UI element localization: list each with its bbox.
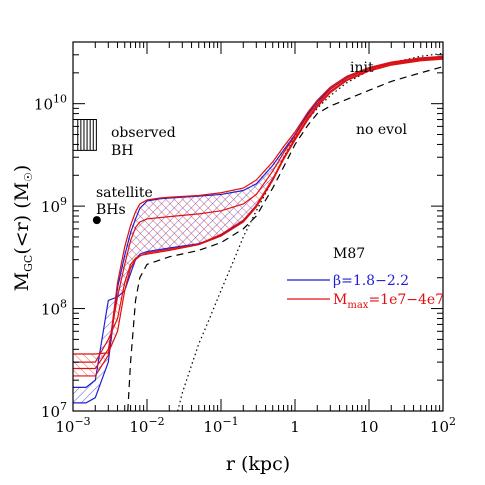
axis-ticks bbox=[72, 41, 443, 412]
y-tick-label: 107 bbox=[41, 400, 67, 421]
x-tick-label: 10−2 bbox=[129, 415, 164, 436]
series-line-4 bbox=[73, 55, 443, 377]
x-axis-title: r (kpc) bbox=[226, 453, 290, 475]
band-mmax bbox=[73, 56, 443, 376]
legend: M87 β=1.8−2.2 Mmax=1e7−4e7 bbox=[287, 246, 444, 311]
legend-label-beta: β=1.8−2.2 bbox=[333, 273, 409, 289]
legend-label-mmax: Mmax=1e7−4e7 bbox=[333, 292, 444, 311]
plot-frame bbox=[72, 41, 444, 412]
hatched-bands bbox=[73, 56, 443, 403]
series-line-2 bbox=[73, 56, 443, 404]
annotation-init: init bbox=[350, 60, 374, 76]
y-tick-label: 108 bbox=[41, 298, 67, 319]
x-tick-label: 10−3 bbox=[55, 415, 90, 436]
series-line-3 bbox=[73, 58, 443, 388]
satellite-bh-point bbox=[92, 216, 101, 225]
annotation-no-evol: no evol bbox=[356, 122, 408, 138]
series-line-6 bbox=[73, 58, 443, 363]
y-tick-label: 1010 bbox=[34, 93, 67, 114]
band-beta bbox=[73, 57, 443, 403]
curves bbox=[73, 52, 443, 411]
y-tick-label: 109 bbox=[41, 195, 67, 216]
annotation-observed: observed bbox=[111, 125, 176, 141]
x-tick-label: 1 bbox=[290, 418, 300, 436]
x-tick-label: 10 bbox=[359, 418, 378, 436]
legend-title: M87 bbox=[333, 246, 365, 262]
observed-bh-marker bbox=[73, 119, 97, 151]
series-line-5 bbox=[73, 56, 443, 370]
y-axis-title: MGC(<r) (M☉) bbox=[11, 165, 35, 292]
x-tick-label: 10−1 bbox=[203, 415, 238, 436]
annotation-satellite-bhs: BHs bbox=[96, 202, 126, 218]
series-line-1 bbox=[127, 66, 443, 411]
annotation-observed-bh: BH bbox=[111, 143, 134, 159]
series-line-7 bbox=[73, 57, 443, 355]
annotation-satellite: satellite bbox=[96, 185, 153, 201]
tick-labels: 10−3 10−2 10−1 1 10 102 107 108 109 1010 bbox=[34, 93, 456, 436]
x-tick-label: 102 bbox=[430, 415, 456, 436]
